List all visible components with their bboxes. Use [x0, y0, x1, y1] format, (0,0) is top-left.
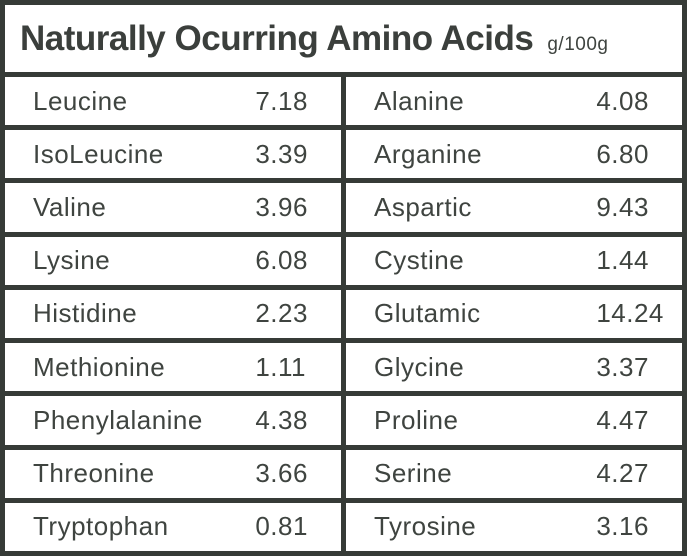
table-row-cell: Aspartic 9.43 [346, 183, 682, 232]
table-row-cell: Tyrosine 3.16 [346, 502, 682, 551]
amino-value: 6.80 [596, 138, 649, 169]
amino-value: 4.27 [596, 458, 649, 489]
title-bar: Naturally Ocurring Amino Acids g/100g [5, 5, 682, 72]
amino-name: Glutamic [374, 298, 481, 329]
unit-label: g/100g [547, 34, 609, 55]
amino-name: Threonine [33, 458, 155, 489]
amino-name: Cystine [374, 245, 465, 276]
amino-name: Glycine [374, 351, 465, 382]
amino-name: Serine [374, 458, 453, 489]
amino-name: Alanine [374, 85, 465, 116]
amino-name: Methionine [33, 351, 166, 382]
amino-name: Proline [374, 404, 459, 435]
table-row-cell: Phenylalanine 4.38 [5, 396, 341, 445]
amino-name: Leucine [33, 85, 128, 116]
amino-value: 1.44 [596, 245, 649, 276]
table-row-cell: Lysine 6.08 [5, 236, 341, 285]
amino-value: 2.23 [255, 298, 308, 329]
table-row-cell: Glycine 3.37 [346, 343, 682, 392]
amino-value: 3.16 [596, 511, 649, 542]
table-row-cell: Arganine 6.80 [346, 130, 682, 179]
table-row-cell: Glutamic 14.24 [346, 289, 682, 339]
table-row-cell: IsoLeucine 3.39 [5, 130, 341, 179]
table-row-cell: Methionine 1.11 [5, 343, 341, 392]
amino-name: Lysine [33, 245, 111, 276]
amino-value: 4.08 [596, 85, 649, 116]
amino-value: 4.38 [255, 404, 308, 435]
amino-value: 1.11 [255, 351, 307, 382]
table-row-cell: Histidine 2.23 [5, 289, 341, 339]
amino-value: 7.18 [255, 85, 308, 116]
table-row-cell: Alanine 4.08 [346, 77, 682, 126]
amino-value: 3.96 [255, 192, 308, 223]
table-row-cell: Proline 4.47 [346, 396, 682, 445]
amino-name: Phenylalanine [33, 404, 203, 435]
table-row-cell: Cystine 1.44 [346, 236, 682, 285]
amino-name: Valine [33, 192, 107, 223]
amino-name: Tyrosine [374, 511, 477, 542]
amino-value: 3.66 [255, 458, 308, 489]
table-row-cell: Serine 4.27 [346, 449, 682, 498]
amino-value: 3.37 [596, 351, 649, 382]
page-title: Naturally Ocurring Amino Acids [20, 19, 534, 58]
amino-name: Arganine [374, 138, 483, 169]
table-row-cell: Threonine 3.66 [5, 449, 341, 498]
table-row-cell: Tryptophan 0.81 [5, 502, 341, 551]
amino-value: 3.39 [255, 138, 308, 169]
amino-value: 14.24 [596, 298, 664, 329]
amino-name: IsoLeucine [33, 138, 164, 169]
table-body: Leucine 7.18 Alanine 4.08 IsoLeucine 3.3… [5, 77, 682, 551]
amino-value: 0.81 [255, 511, 308, 542]
amino-value: 9.43 [596, 192, 649, 223]
table-row-cell: Leucine 7.18 [5, 77, 341, 126]
amino-name: Aspartic [374, 192, 472, 223]
amino-value: 6.08 [255, 245, 308, 276]
amino-value: 4.47 [596, 404, 649, 435]
table-row-cell: Valine 3.96 [5, 183, 341, 232]
amino-name: Tryptophan [33, 511, 169, 542]
amino-name: Histidine [33, 298, 138, 329]
